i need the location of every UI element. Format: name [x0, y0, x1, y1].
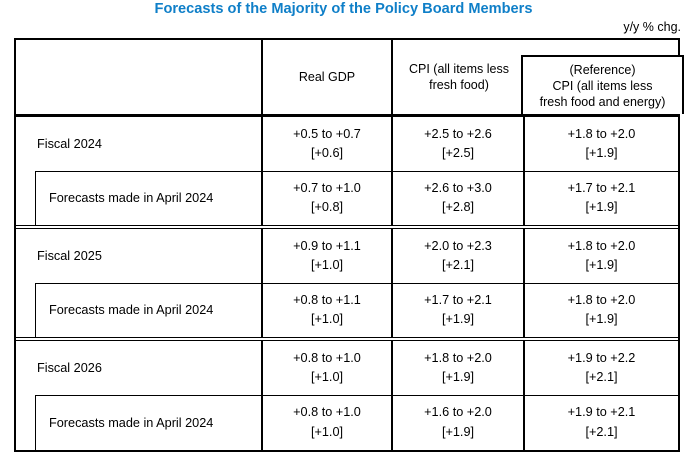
forecast-median: [+2.1]: [585, 370, 618, 384]
header-real-gdp: Real GDP: [263, 40, 393, 114]
cpi-forecast-cell: +1.8 to +2.0 [+1.9]: [393, 341, 525, 395]
reference-cpi-forecast-cell: +1.8 to +2.0 [+1.9]: [525, 117, 678, 171]
section-fiscal-2025: Fiscal 2025 +0.9 to +1.1 [+1.0] +2.0 to …: [16, 228, 678, 338]
gdp-forecast-cell: +0.8 to +1.0 [+1.0]: [263, 395, 393, 450]
cpi-forecast-cell: +2.0 to +2.3 [+2.1]: [393, 229, 525, 283]
forecast-range: +2.6 to +3.0: [424, 180, 492, 195]
forecast-median: [+2.8]: [441, 200, 475, 214]
forecast-table: Real GDP CPI (all items less fresh food)…: [14, 38, 684, 452]
gdp-forecast-cell: +0.9 to +1.1 [+1.0]: [263, 229, 393, 283]
table-subrow: Forecasts made in April 2024 +0.8 to +1.…: [16, 283, 678, 337]
forecast-range: +1.8 to +2.0: [424, 350, 492, 365]
forecast-median: [+1.0]: [310, 370, 344, 384]
forecast-median: [+0.8]: [310, 200, 344, 214]
forecast-median: [+1.9]: [441, 424, 475, 439]
gdp-forecast-cell: +0.8 to +1.0 [+1.0]: [263, 341, 393, 395]
table-row: Fiscal 2025 +0.9 to +1.1 [+1.0] +2.0 to …: [16, 229, 678, 283]
forecast-median: [+1.0]: [310, 258, 344, 272]
forecast-median: [+1.9]: [585, 146, 618, 160]
forecast-range: +0.8 to +1.0: [293, 405, 361, 419]
forecast-median: [+1.0]: [310, 312, 344, 326]
forecast-range: +1.6 to +2.0: [424, 405, 492, 419]
forecast-median: [+1.9]: [585, 312, 618, 326]
header-label-column: [16, 40, 263, 114]
table-header-row: Real GDP CPI (all items less fresh food)…: [16, 40, 684, 117]
forecast-median: [+1.0]: [310, 424, 344, 439]
forecast-median: [+2.1]: [441, 258, 475, 272]
forecast-range: +1.8 to +2.0: [567, 238, 636, 253]
forecast-range: +1.9 to +2.2: [567, 350, 636, 365]
gdp-forecast-cell: +0.8 to +1.1 [+1.0]: [263, 283, 393, 337]
forecast-range: +0.8 to +1.1: [293, 292, 361, 307]
header-reference-box: (Reference) CPI (all items less fresh fo…: [521, 55, 684, 114]
table-subrow: Forecasts made in April 2024 +0.8 to +1.…: [16, 395, 678, 450]
forecast-median: [+1.9]: [585, 258, 618, 272]
table-subrow: Forecasts made in April 2024 +0.7 to +1.…: [16, 171, 678, 225]
forecast-range: +1.7 to +2.1: [567, 180, 636, 195]
table-row: Fiscal 2024 +0.5 to +0.7 [+0.6] +2.5 to …: [16, 117, 678, 171]
forecast-range: +1.8 to +2.0: [567, 126, 636, 141]
table-row: Fiscal 2026 +0.8 to +1.0 [+1.0] +1.8 to …: [16, 341, 678, 395]
forecast-range: +2.0 to +2.3: [424, 238, 492, 253]
forecast-range: +2.5 to +2.6: [424, 126, 492, 141]
forecast-range: +1.9 to +2.1: [567, 405, 636, 419]
fiscal-year-label: Fiscal 2026: [16, 341, 263, 395]
forecast-median: [+2.1]: [585, 424, 618, 439]
forecast-median: [+1.9]: [441, 370, 475, 384]
section-fiscal-2024: Fiscal 2024 +0.5 to +0.7 [+0.6] +2.5 to …: [16, 117, 678, 226]
april-forecast-label: Forecasts made in April 2024: [16, 395, 263, 450]
cpi-forecast-cell: +1.7 to +2.1 [+1.9]: [393, 283, 525, 337]
forecast-median: [+1.9]: [585, 200, 618, 214]
reference-cpi-forecast-cell: +1.8 to +2.0 [+1.9]: [525, 229, 678, 283]
forecast-range: +1.7 to +2.1: [424, 292, 492, 307]
reference-cpi-forecast-cell: +1.9 to +2.1 [+2.1]: [525, 395, 678, 450]
reference-cpi-forecast-cell: +1.7 to +2.1 [+1.9]: [525, 171, 678, 225]
cpi-forecast-cell: +1.6 to +2.0 [+1.9]: [393, 395, 525, 450]
section-fiscal-2026: Fiscal 2026 +0.8 to +1.0 [+1.0] +1.8 to …: [16, 340, 678, 450]
fiscal-year-label: Fiscal 2025: [16, 229, 263, 283]
april-forecast-label: Forecasts made in April 2024: [16, 171, 263, 225]
reference-cpi-forecast-cell: +1.8 to +2.0 [+1.9]: [525, 283, 678, 337]
forecast-median: [+2.5]: [441, 146, 475, 160]
gdp-forecast-cell: +0.7 to +1.0 [+0.8]: [263, 171, 393, 225]
forecast-range: +0.7 to +1.0: [293, 180, 361, 195]
gdp-forecast-cell: +0.5 to +0.7 [+0.6]: [263, 117, 393, 171]
reference-cpi-forecast-cell: +1.9 to +2.2 [+2.1]: [525, 341, 678, 395]
forecast-range: +0.9 to +1.1: [293, 238, 361, 253]
forecast-range: +0.8 to +1.0: [293, 350, 361, 365]
forecast-range: +0.5 to +0.7: [293, 126, 361, 141]
fiscal-year-label: Fiscal 2024: [16, 117, 263, 171]
april-forecast-label: Forecasts made in April 2024: [16, 283, 263, 337]
forecast-median: [+1.9]: [441, 312, 475, 326]
cpi-forecast-cell: +2.6 to +3.0 [+2.8]: [393, 171, 525, 225]
header-cpi: CPI (all items less fresh food): [408, 62, 510, 92]
page-title: Forecasts of the Majority of the Policy …: [154, 1, 533, 17]
forecast-range: +1.8 to +2.0: [567, 292, 636, 307]
forecast-median: [+0.6]: [310, 146, 344, 160]
cpi-forecast-cell: +2.5 to +2.6 [+2.5]: [393, 117, 525, 171]
unit-note: y/y % chg.: [623, 20, 681, 34]
